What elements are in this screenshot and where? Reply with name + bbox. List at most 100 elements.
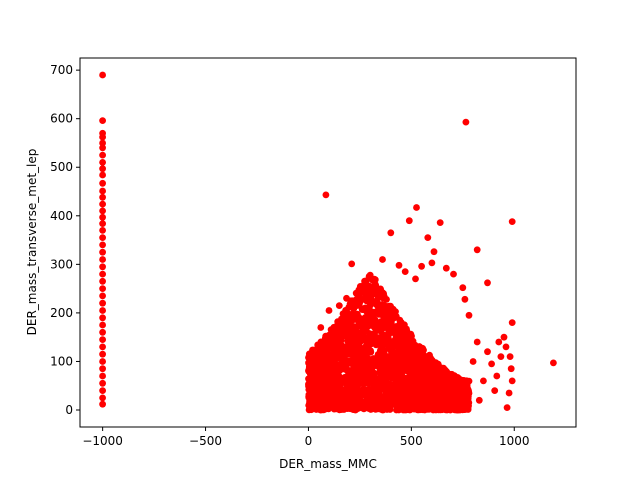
data-point <box>99 133 106 141</box>
y-tick-label: 200 <box>50 306 73 320</box>
data-point <box>99 139 106 147</box>
data-point <box>430 248 438 256</box>
cluster-point <box>366 316 374 324</box>
data-point <box>413 204 420 211</box>
cluster-point <box>343 327 351 335</box>
cluster-point <box>326 388 333 396</box>
x-tick-label: 1000 <box>499 434 530 448</box>
data-point <box>469 358 477 365</box>
cluster-point <box>456 392 464 399</box>
cluster-point <box>437 406 444 413</box>
cluster-point <box>368 287 375 294</box>
data-point <box>473 338 481 346</box>
cluster-point <box>352 344 360 352</box>
data-point <box>99 220 106 228</box>
cluster-point <box>392 383 400 390</box>
cluster-point <box>385 381 393 389</box>
x-tick-label: 500 <box>400 434 423 448</box>
data-point <box>550 359 557 367</box>
data-point <box>450 270 457 278</box>
data-point <box>99 179 106 187</box>
cluster-point <box>325 332 332 340</box>
data-point <box>508 377 516 385</box>
cluster-point <box>376 368 383 376</box>
cluster-point <box>440 395 448 403</box>
cluster-point <box>390 343 398 350</box>
cluster-point <box>366 271 374 279</box>
x-tick-label: −500 <box>189 434 222 448</box>
data-point <box>99 193 106 201</box>
data-point <box>99 71 106 79</box>
cluster-point <box>336 367 344 374</box>
cluster-point <box>351 335 359 343</box>
data-point <box>418 262 425 270</box>
cluster-point <box>334 361 342 369</box>
cluster-point <box>406 406 414 414</box>
data-point <box>484 279 491 287</box>
cluster-point <box>399 374 407 381</box>
data-points <box>99 71 557 414</box>
cluster-point <box>330 404 338 412</box>
cluster-point <box>307 352 315 360</box>
y-tick-label: 500 <box>50 160 73 174</box>
data-point <box>462 118 470 126</box>
data-point <box>493 372 501 380</box>
cluster-point <box>389 305 396 313</box>
y-tick-label: 600 <box>50 112 73 126</box>
data-point <box>99 379 106 387</box>
cluster-point <box>371 276 379 284</box>
cluster-point <box>326 399 334 407</box>
cluster-point <box>392 323 400 330</box>
cluster-point <box>346 342 353 350</box>
cluster-point <box>374 351 382 358</box>
cluster-point <box>374 376 382 383</box>
data-point <box>405 217 413 225</box>
x-tick-label: −1000 <box>82 434 123 448</box>
data-point <box>436 219 444 227</box>
cluster-point <box>376 392 384 400</box>
data-point <box>99 350 106 358</box>
y-axis-label: DER_mass_transverse_met_lep <box>25 149 39 336</box>
cluster-point <box>428 399 436 406</box>
cluster-point <box>427 381 435 389</box>
cluster-point <box>359 386 366 394</box>
data-point <box>505 389 513 397</box>
cluster-point <box>387 311 395 319</box>
cluster-point <box>360 399 368 407</box>
cluster-point <box>357 369 365 376</box>
data-point <box>319 338 327 346</box>
cluster-point <box>314 387 322 395</box>
data-point <box>99 372 106 380</box>
data-point <box>379 256 386 263</box>
data-point <box>99 171 106 179</box>
cluster-point <box>429 374 437 381</box>
cluster-point <box>349 323 357 330</box>
data-point <box>442 264 450 272</box>
cluster-point <box>373 362 380 369</box>
data-point <box>508 218 516 226</box>
data-point <box>99 256 106 263</box>
data-point <box>99 263 106 271</box>
data-point <box>99 241 106 249</box>
cluster-point <box>362 325 370 333</box>
data-point <box>325 307 333 314</box>
cluster-point <box>433 383 441 390</box>
cluster-point <box>351 384 358 392</box>
cluster-point <box>441 370 449 378</box>
data-point <box>99 151 106 159</box>
cluster-point <box>366 396 374 404</box>
cluster-point <box>350 305 358 313</box>
cluster-point <box>330 323 338 331</box>
y-tick-label: 300 <box>50 257 73 271</box>
data-point <box>502 343 510 351</box>
cluster-point <box>371 321 378 329</box>
data-point <box>99 200 106 208</box>
cluster-point <box>408 353 415 360</box>
data-point <box>99 299 106 307</box>
cluster-point <box>342 307 349 314</box>
cluster-point <box>380 292 388 300</box>
cluster-point <box>360 354 368 361</box>
data-point <box>99 343 106 351</box>
data-point <box>99 207 106 215</box>
y-tick-label: 700 <box>50 63 73 77</box>
